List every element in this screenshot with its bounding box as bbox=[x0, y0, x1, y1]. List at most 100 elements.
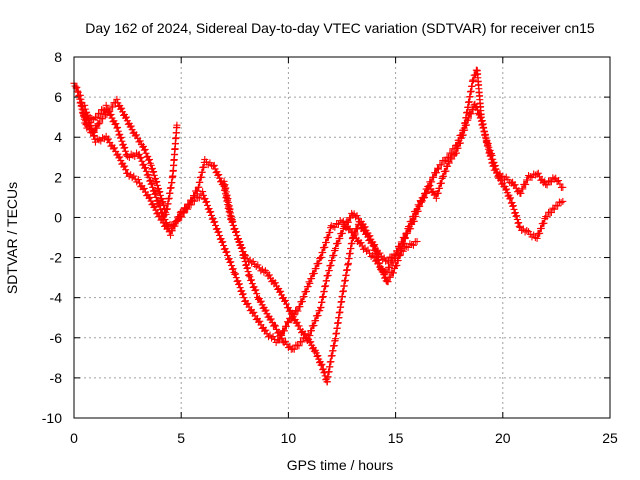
data-point-marker bbox=[241, 254, 249, 262]
data-point-marker bbox=[432, 194, 440, 202]
data-point-marker bbox=[210, 161, 218, 169]
data-point-marker bbox=[228, 262, 236, 270]
data-point-marker bbox=[519, 225, 527, 233]
data-point-marker bbox=[254, 261, 262, 269]
data-point-marker bbox=[154, 209, 162, 217]
data-point-marker bbox=[239, 290, 247, 298]
data-point-marker bbox=[248, 259, 256, 267]
data-point-marker bbox=[217, 235, 225, 243]
data-point-marker bbox=[216, 231, 224, 239]
data-point-marker bbox=[334, 239, 342, 247]
data-point-marker bbox=[140, 160, 148, 168]
data-point-marker bbox=[346, 225, 354, 233]
data-point-marker bbox=[113, 95, 121, 103]
data-point-marker bbox=[467, 110, 475, 118]
data-point-marker bbox=[555, 198, 563, 206]
data-point-marker bbox=[238, 248, 246, 256]
data-point-marker bbox=[306, 279, 314, 287]
data-point-marker bbox=[141, 164, 149, 172]
data-point-marker bbox=[150, 168, 158, 176]
data-point-marker bbox=[152, 193, 160, 201]
data-point-marker bbox=[87, 121, 95, 129]
data-point-marker bbox=[245, 271, 253, 279]
data-point-marker bbox=[421, 190, 429, 198]
data-point-marker bbox=[151, 203, 159, 211]
data-point-marker bbox=[270, 321, 278, 329]
data-point-marker bbox=[117, 133, 125, 141]
data-point-marker bbox=[304, 283, 312, 291]
data-point-marker bbox=[255, 264, 263, 272]
y-tick-label: -2 bbox=[50, 250, 63, 266]
data-point-marker bbox=[240, 294, 248, 302]
data-point-marker bbox=[383, 268, 391, 276]
data-point-marker bbox=[141, 145, 149, 153]
data-point-marker bbox=[522, 180, 530, 188]
data-point-marker bbox=[540, 219, 548, 227]
x-tick-label: 15 bbox=[388, 430, 404, 446]
data-point-marker bbox=[234, 277, 242, 285]
data-point-marker bbox=[114, 123, 122, 131]
data-point-marker bbox=[81, 101, 89, 109]
data-point-marker bbox=[155, 184, 163, 192]
data-point-marker bbox=[334, 220, 342, 228]
data-point-marker bbox=[127, 171, 135, 179]
data-point-marker bbox=[258, 265, 266, 273]
data-point-marker bbox=[155, 188, 163, 196]
data-point-marker bbox=[503, 185, 511, 193]
data-point-marker bbox=[121, 147, 129, 155]
x-tick-label: 0 bbox=[70, 430, 78, 446]
data-point-marker bbox=[445, 159, 453, 167]
data-point-marker bbox=[84, 111, 92, 119]
data-point-marker bbox=[510, 205, 518, 213]
data-point-marker bbox=[326, 228, 334, 236]
data-point-marker bbox=[401, 234, 409, 242]
data-point-marker bbox=[145, 156, 153, 164]
data-point-marker bbox=[316, 307, 324, 315]
data-point-marker bbox=[252, 262, 260, 270]
data-points bbox=[70, 66, 567, 386]
data-point-marker bbox=[249, 257, 257, 265]
data-point-marker bbox=[221, 245, 229, 253]
data-point-marker bbox=[434, 165, 442, 173]
data-point-marker bbox=[336, 234, 344, 242]
y-axis-label: SDTVAR / TECUs bbox=[4, 182, 20, 294]
data-point-marker bbox=[207, 211, 215, 219]
data-point-marker bbox=[347, 228, 355, 236]
data-point-marker bbox=[327, 261, 335, 269]
data-point-marker bbox=[559, 183, 567, 191]
data-point-marker bbox=[142, 149, 150, 157]
data-point-marker bbox=[89, 128, 97, 136]
y-tick-label: 8 bbox=[54, 49, 62, 65]
data-point-marker bbox=[294, 307, 302, 315]
data-point-marker bbox=[269, 333, 277, 341]
data-point-marker bbox=[105, 135, 113, 143]
data-point-marker bbox=[99, 115, 107, 123]
data-point-marker bbox=[140, 184, 148, 192]
data-point-marker bbox=[509, 202, 517, 210]
data-point-marker bbox=[138, 157, 146, 165]
data-point-marker bbox=[277, 287, 285, 295]
data-point-marker bbox=[190, 197, 198, 205]
data-point-marker bbox=[344, 218, 352, 226]
data-point-marker bbox=[317, 253, 325, 261]
data-point-marker bbox=[371, 241, 379, 249]
series-track-a bbox=[70, 79, 567, 386]
data-point-marker bbox=[533, 234, 541, 242]
data-point-marker bbox=[232, 270, 240, 278]
data-point-marker bbox=[407, 225, 415, 233]
data-point-marker bbox=[310, 269, 318, 277]
data-point-marker bbox=[324, 233, 332, 241]
data-point-marker bbox=[251, 287, 259, 295]
data-point-marker bbox=[145, 155, 153, 163]
data-point-marker bbox=[160, 201, 168, 209]
data-point-marker bbox=[272, 322, 280, 330]
data-point-marker bbox=[114, 127, 122, 135]
data-point-marker bbox=[211, 218, 219, 226]
data-point-marker bbox=[514, 219, 522, 227]
data-point-marker bbox=[296, 303, 304, 311]
data-point-marker bbox=[300, 293, 308, 301]
data-point-marker bbox=[151, 190, 159, 198]
data-point-marker bbox=[396, 251, 404, 259]
data-point-marker bbox=[515, 222, 523, 230]
chart-title: Day 162 of 2024, Sidereal Day-to-day VTE… bbox=[85, 20, 595, 36]
